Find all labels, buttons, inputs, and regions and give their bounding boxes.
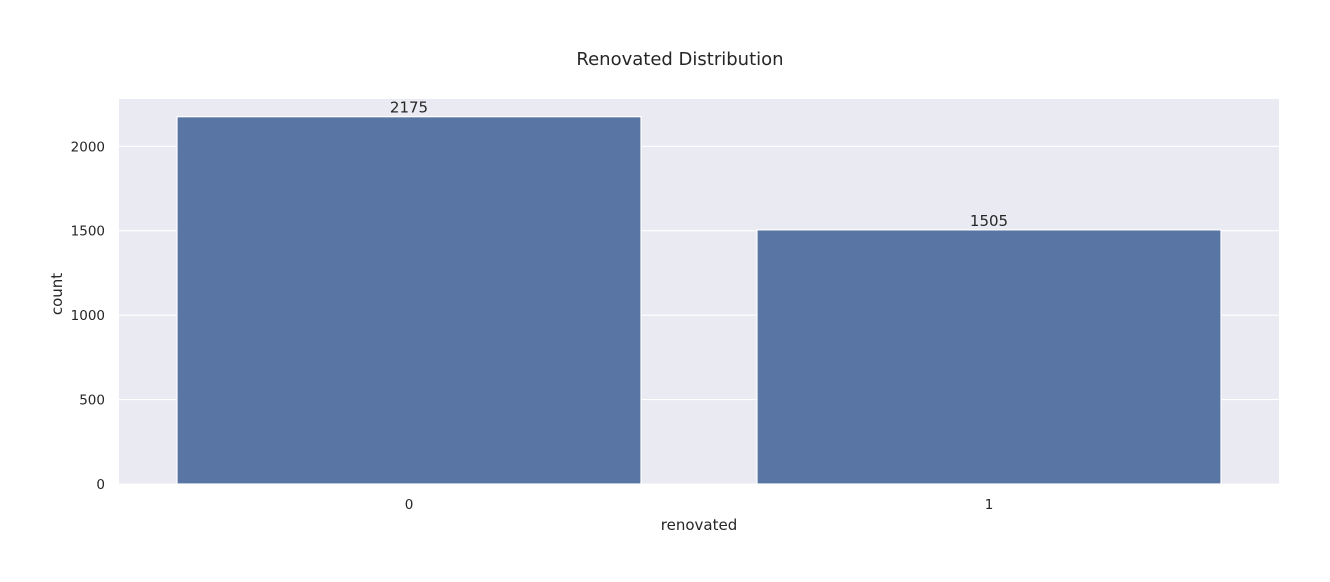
x-tick-label: 1 bbox=[985, 497, 994, 513]
y-tick-label: 0 bbox=[96, 477, 105, 493]
chart-title: Renovated Distribution bbox=[576, 49, 783, 70]
y-tick-label: 1000 bbox=[71, 308, 105, 324]
y-tick-label: 1500 bbox=[71, 224, 105, 240]
y-tick-label: 2000 bbox=[71, 139, 105, 155]
bar-1 bbox=[756, 229, 1222, 485]
y-axis-ticks: 0 500 1000 1500 2000 bbox=[71, 139, 105, 493]
bar-0 bbox=[176, 116, 642, 485]
bar-value-label: 2175 bbox=[390, 99, 428, 117]
x-axis-title: renovated bbox=[661, 516, 737, 534]
data-labels: 2175 1505 bbox=[390, 99, 1008, 230]
x-tick-label: 0 bbox=[405, 497, 414, 513]
y-tick-label: 500 bbox=[79, 393, 105, 409]
bar-value-label: 1505 bbox=[970, 212, 1008, 230]
y-axis-title: count bbox=[48, 273, 66, 315]
bars bbox=[176, 116, 1222, 485]
